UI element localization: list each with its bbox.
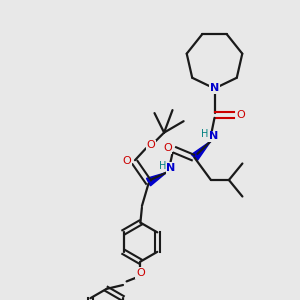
Text: O: O (122, 156, 131, 166)
Polygon shape (146, 172, 167, 186)
Text: H: H (201, 129, 208, 140)
Polygon shape (191, 141, 211, 161)
Text: H: H (159, 161, 167, 171)
Text: N: N (210, 83, 219, 94)
Text: O: O (237, 110, 246, 121)
Text: O: O (146, 140, 155, 150)
Text: N: N (166, 163, 175, 173)
Text: O: O (136, 268, 145, 278)
Text: O: O (163, 143, 172, 154)
Text: N: N (209, 131, 218, 142)
